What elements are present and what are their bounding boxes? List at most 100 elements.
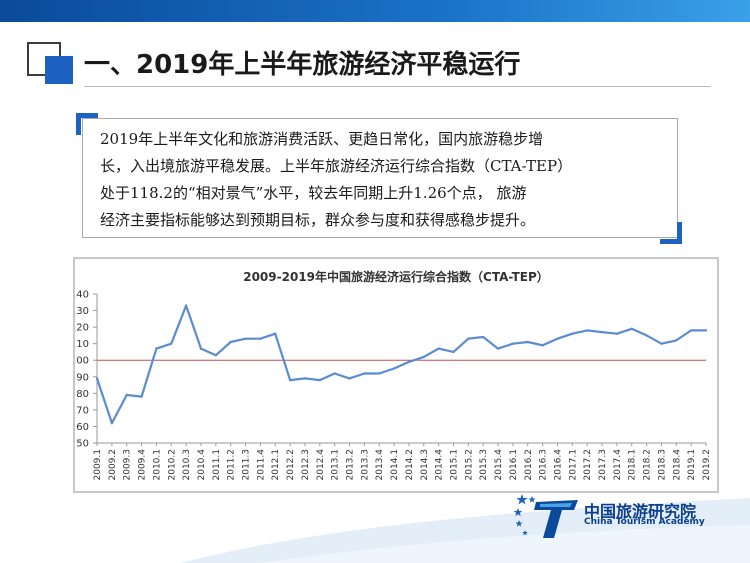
summary-line-2: 长，入出境旅游平稳发展。上半年旅游经济运行综合指数（CTA-TEP） xyxy=(100,157,573,175)
textbox-corner-bottom-right xyxy=(660,222,682,244)
summary-textbox xyxy=(82,118,678,238)
data-point xyxy=(378,372,381,375)
data-point xyxy=(452,350,455,354)
top-banner-bar xyxy=(0,0,750,22)
data-point xyxy=(615,332,619,335)
data-point xyxy=(437,347,440,350)
data-point xyxy=(184,304,188,307)
data-point xyxy=(155,347,158,350)
x-tick-label: 2015.3 xyxy=(479,449,489,481)
data-point xyxy=(318,378,322,382)
data-point xyxy=(333,372,336,375)
data-point xyxy=(496,347,500,350)
data-point xyxy=(110,421,114,425)
y-tick-label: 60 xyxy=(76,422,89,433)
data-point xyxy=(675,339,678,342)
slide-title: 一、2019年上半年旅游经济平稳运行 xyxy=(84,50,521,80)
chart-title: 2009-2019年中国旅游经济运行综合指数（CTA-TEP） xyxy=(243,269,549,284)
data-point xyxy=(95,377,99,380)
data-point xyxy=(689,329,693,332)
data-point xyxy=(600,330,604,334)
data-point xyxy=(363,372,366,375)
data-point xyxy=(467,337,470,340)
data-point xyxy=(407,360,411,364)
summary-line-1: 2019年上半年文化和旅游消费活跃、更趋日常化，国内旅游稳步增 xyxy=(100,130,544,148)
data-point xyxy=(704,329,708,332)
x-tick-label: 2016.1 xyxy=(509,449,519,481)
title-underline xyxy=(84,86,710,87)
x-tick-label: 2012.4 xyxy=(316,449,326,481)
x-tick-label: 2009.4 xyxy=(138,449,148,481)
x-tick-label: 2016.3 xyxy=(539,449,549,481)
x-tick-label: 2012.2 xyxy=(286,449,296,481)
x-tick-label: 2014.2 xyxy=(405,449,415,481)
data-point xyxy=(541,344,544,347)
data-point xyxy=(660,342,663,345)
x-tick-label: 2017.4 xyxy=(613,449,623,481)
x-tick-label: 2011.2 xyxy=(227,449,237,481)
data-point xyxy=(630,327,633,330)
x-tick-label: 2011.3 xyxy=(242,449,252,481)
x-tick-label: 2010.3 xyxy=(182,449,192,481)
x-tick-label: 2010.1 xyxy=(152,449,162,481)
line-chart: 2009-2019年中国旅游经济运行综合指数（CTA-TEP） 50 60 70 80 9… xyxy=(75,269,712,481)
textbox-corner-top-left xyxy=(76,113,98,135)
x-tick-label: 2019.2 xyxy=(702,449,712,481)
y-tick-label: 140 xyxy=(75,290,89,301)
x-tick-label: 2014.3 xyxy=(420,449,430,481)
data-point xyxy=(556,337,559,340)
logo-name-chinese: 中国旅游研究院 xyxy=(584,502,697,521)
data-point xyxy=(170,342,173,345)
x-tick-label: 2009.3 xyxy=(123,449,133,481)
data-point xyxy=(199,347,203,350)
series-line xyxy=(95,304,706,425)
data-point xyxy=(348,377,351,380)
x-tick-label: 2016.2 xyxy=(524,449,534,481)
x-tick-label: 2017.1 xyxy=(568,449,578,481)
x-tick-label: 2013.3 xyxy=(360,449,370,481)
data-point xyxy=(214,354,218,357)
data-point xyxy=(392,367,396,370)
x-tick-label: 2018.1 xyxy=(628,449,638,481)
data-point xyxy=(229,340,232,344)
data-point xyxy=(274,332,277,335)
x-tick-label: 2015.1 xyxy=(449,449,459,481)
x-tick-label: 2016.4 xyxy=(553,449,563,481)
summary-line-4: 经济主要指标能够达到预期目标，群众参与度和获得感稳步提升。 xyxy=(100,211,536,229)
x-tick-label: 2011.1 xyxy=(212,449,222,481)
y-tick-label: 120 xyxy=(75,323,89,334)
data-point xyxy=(125,393,128,397)
y-tick-label: 110 xyxy=(75,339,89,350)
data-point xyxy=(645,334,648,337)
logo-name-english: China Tourism Academy xyxy=(584,517,705,527)
x-tick-label: 2009.2 xyxy=(108,449,118,481)
x-tick-label: 2010.2 xyxy=(167,449,177,481)
data-point xyxy=(259,337,262,340)
x-tick-label: 2013.2 xyxy=(346,449,356,481)
data-point xyxy=(526,340,529,344)
bottom-decorative-wave xyxy=(180,498,750,563)
x-tick-label: 2017.3 xyxy=(598,449,608,481)
x-tick-label: 2018.4 xyxy=(672,449,682,481)
data-point xyxy=(140,395,143,398)
x-tick-label: 2012.3 xyxy=(301,449,311,481)
data-point xyxy=(481,335,485,339)
chart-frame xyxy=(73,257,719,493)
x-tick-label: 2013.4 xyxy=(375,449,385,481)
y-tick-label: 80 xyxy=(76,389,89,400)
y-tick-label: 70 xyxy=(76,405,89,416)
data-point xyxy=(422,355,425,359)
x-tick-label: 2015.4 xyxy=(494,449,504,481)
x-tick-label: 2018.3 xyxy=(657,449,667,481)
x-tick-label: 2010.4 xyxy=(197,449,207,481)
y-tick-label: 50 xyxy=(76,439,89,450)
x-tick-label: 2009.1 xyxy=(93,449,103,481)
title-decoration-blue-square xyxy=(45,56,73,84)
data-point xyxy=(303,377,307,380)
x-tick-label: 2019.1 xyxy=(687,449,697,481)
y-tick-label: 100 xyxy=(75,356,89,367)
data-point xyxy=(511,342,515,345)
x-tick-label: 2012.1 xyxy=(271,449,281,481)
data-point xyxy=(585,329,589,332)
data-point xyxy=(288,378,292,382)
